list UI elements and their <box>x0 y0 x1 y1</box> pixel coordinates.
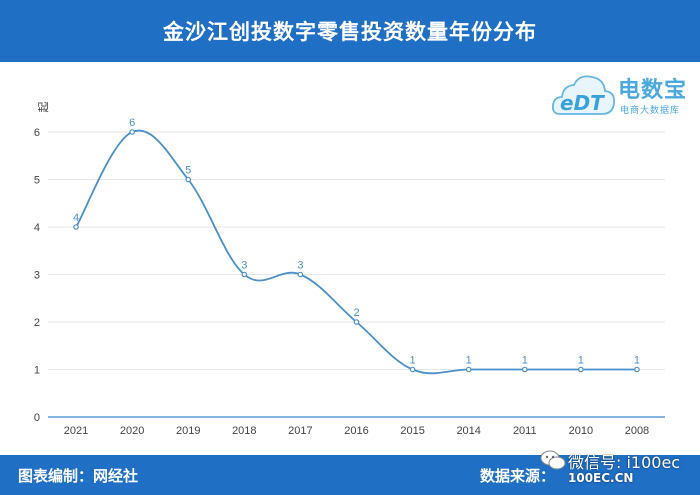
data-label: 1 <box>410 355 416 367</box>
data-point <box>578 366 584 373</box>
data-point <box>297 271 304 278</box>
data-label: 3 <box>297 260 303 272</box>
data-point <box>73 224 79 230</box>
data-point <box>129 129 135 135</box>
x-tick-label: 2021 <box>64 425 88 437</box>
x-tick-label: 2010 <box>569 425 593 437</box>
logo-brand-name: 电数宝 <box>618 78 688 103</box>
series-line <box>75 129 637 375</box>
cloud-logo-icon: eDT <box>551 75 615 115</box>
y-tick-label: 2 <box>34 317 40 329</box>
y-tick-label: 5 <box>34 175 40 187</box>
x-tick-label: 2014 <box>456 425 480 437</box>
x-tick-label: 2015 <box>400 425 424 437</box>
data-point <box>521 366 528 373</box>
data-point <box>185 176 192 183</box>
data-point <box>241 271 248 278</box>
logo-subtitle: 电商大数据库 <box>620 106 681 116</box>
data-point <box>353 319 360 325</box>
data-label: 1 <box>522 355 528 367</box>
data-labels: 4 6 5 3 3 2 1 1 1 1 1 <box>73 117 640 367</box>
data-label: 3 <box>241 260 247 272</box>
y-tick-label: 0 <box>34 412 40 424</box>
footer-bar: 图表编制：网经社 数据来源： <box>0 455 700 495</box>
x-tick-label: 2019 <box>176 425 200 437</box>
wechat-id-text: 微信号: i100ec <box>568 453 681 472</box>
x-tick-label: 2020 <box>120 425 144 437</box>
data-label: 5 <box>185 165 191 177</box>
x-tick-label: 2008 <box>625 425 649 437</box>
y-tick-label: 4 <box>34 222 40 234</box>
y-axis-label: 起 <box>37 102 50 113</box>
data-label: 2 <box>353 307 359 319</box>
logo-letters: eDT <box>560 91 605 115</box>
chart-header: 金沙江创投数字零售投资数量年份分布 <box>0 0 700 62</box>
data-point <box>465 366 472 373</box>
x-axis-ticks: 2021 2020 2019 2018 2017 2016 2015 2014 2011 2010… <box>64 425 649 437</box>
x-tick-label: 2018 <box>232 425 256 437</box>
watermark-site: 100EC.CN <box>568 471 634 485</box>
data-points <box>73 129 640 373</box>
data-point <box>409 366 416 373</box>
footer-compiled-by: 图表编制：网经社 <box>18 467 139 485</box>
data-label: 1 <box>578 355 584 367</box>
data-point <box>634 366 640 373</box>
data-label: 4 <box>73 212 79 224</box>
x-tick-label: 2011 <box>513 425 537 437</box>
page-title: 金沙江创投数字零售投资数量年份分布 <box>163 20 537 44</box>
x-tick-label: 2017 <box>288 425 312 437</box>
y-tick-label: 6 <box>34 127 40 139</box>
y-tick-label: 3 <box>34 270 40 282</box>
data-label: 6 <box>129 117 135 129</box>
data-label: 1 <box>466 355 472 367</box>
wechat-watermark: 微信号: i100ec 100EC.CN <box>540 443 700 485</box>
y-axis-ticks: 0 1 2 3 4 5 6 <box>34 127 40 424</box>
x-tick-label: 2016 <box>344 425 368 437</box>
y-tick-label: 1 <box>34 365 40 377</box>
data-label: 1 <box>634 355 640 367</box>
wechat-icon <box>540 450 566 470</box>
grid-lines <box>48 131 665 370</box>
footer-source: 数据来源： <box>480 467 556 485</box>
brand-logo: eDT 电数宝 电商大数据库 <box>551 70 692 122</box>
